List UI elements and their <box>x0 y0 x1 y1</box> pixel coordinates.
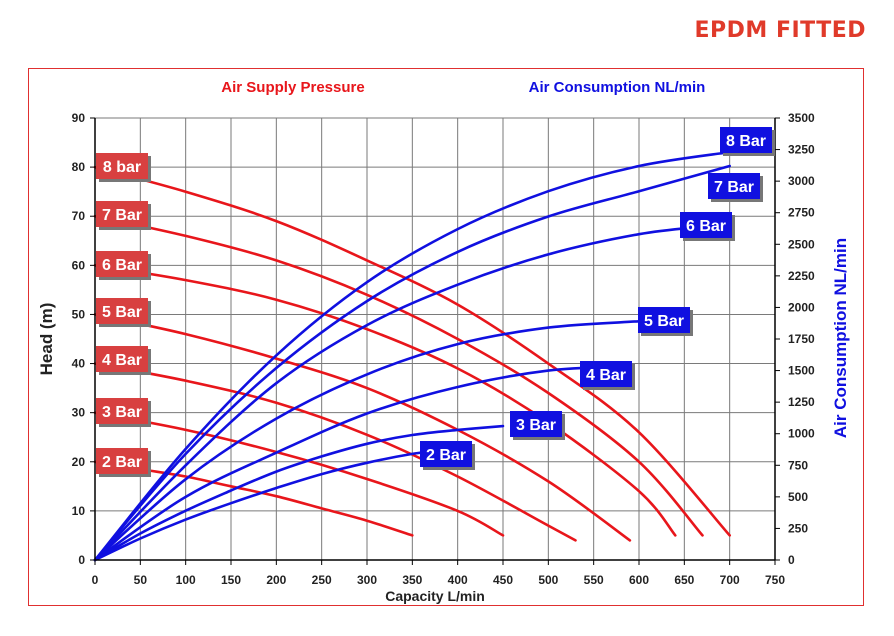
y-left-tick-label: 40 <box>72 357 86 371</box>
y-right-tick-label: 0 <box>788 553 795 567</box>
head-label-6-bar-box <box>96 251 148 277</box>
x-tick-label: 250 <box>312 573 332 587</box>
x-tick-label: 300 <box>357 573 377 587</box>
x-tick-label: 350 <box>402 573 422 587</box>
air-curve-5-bar <box>93 318 668 562</box>
x-tick-label: 500 <box>538 573 558 587</box>
head-label-5-bar: 5 Bar <box>102 304 142 321</box>
legend-title-air-supply: Air Supply Pressure <box>221 79 364 96</box>
y-right-tick-label: 1750 <box>788 332 815 346</box>
y-axis-left-title: Head (m) <box>37 303 56 376</box>
y-left-tick-label: 50 <box>72 307 86 321</box>
y-left-tick-label: 80 <box>72 160 86 174</box>
air-label-2-bar-box <box>420 441 472 467</box>
air-label-3-bar-box <box>510 411 562 437</box>
head-label-3-bar-box <box>96 398 148 424</box>
y-right-tick-label: 2750 <box>788 206 815 220</box>
x-tick-label: 550 <box>584 573 604 587</box>
air-label-6-bar-box <box>680 212 732 238</box>
air-label-4-bar-box <box>580 361 632 387</box>
air-curve-7-bar <box>93 164 731 562</box>
head-label-8-bar-box <box>96 153 148 179</box>
x-tick-label: 200 <box>266 573 286 587</box>
y-right-tick-label: 1000 <box>788 427 815 441</box>
y-axis-right-title: Air Consumption NL/min <box>831 238 850 438</box>
air-label-5-bar: 5 Bar <box>644 313 684 330</box>
air-label-7-bar: 7 Bar <box>714 179 754 196</box>
epdm-fitted-badge: EPDM FITTED <box>694 18 866 43</box>
head-label-6-bar: 6 Bar <box>102 257 142 274</box>
head-label-7-bar-box <box>96 201 148 227</box>
y-left-tick-label: 90 <box>72 111 86 125</box>
head-label-4-bar-box <box>96 346 148 372</box>
y-right-tick-label: 2000 <box>788 300 815 314</box>
legend-title-air-consumption: Air Consumption NL/min <box>529 79 706 96</box>
y-left-tick-label: 10 <box>72 504 86 518</box>
head-label-2-bar: 2 Bar <box>102 454 142 471</box>
head-curve-4-bar <box>93 362 577 542</box>
head-label-4-bar: 4 Bar <box>102 352 142 369</box>
y-right-tick-label: 750 <box>788 458 808 472</box>
x-tick-label: 600 <box>629 573 649 587</box>
head-curve-3-bar <box>93 411 505 537</box>
air-label-4-bar: 4 Bar <box>586 367 626 384</box>
air-label-5-bar-box <box>638 307 690 333</box>
y-right-tick-label: 1500 <box>788 364 815 378</box>
x-tick-label: 100 <box>176 573 196 587</box>
air-label-8-bar-box <box>720 127 772 153</box>
y-left-tick-label: 60 <box>72 258 86 272</box>
y-right-tick-label: 3500 <box>788 111 815 125</box>
air-label-6-bar: 6 Bar <box>686 218 726 235</box>
y-left-tick-label: 70 <box>72 209 86 223</box>
air-label-7-bar-box <box>708 173 760 199</box>
head-curve-5-bar <box>93 313 632 542</box>
air-label-3-bar: 3 Bar <box>516 417 556 434</box>
x-tick-label: 150 <box>221 573 241 587</box>
x-tick-label: 750 <box>765 573 785 587</box>
head-curve-8-bar <box>93 165 731 537</box>
y-right-tick-label: 2500 <box>788 237 815 251</box>
x-tick-label: 0 <box>92 573 99 587</box>
head-label-8-bar: 8 bar <box>103 159 141 176</box>
air-label-2-bar: 2 Bar <box>426 447 466 464</box>
x-tick-label: 450 <box>493 573 513 587</box>
head-curve-7-bar <box>93 214 704 537</box>
y-right-tick-label: 3250 <box>788 143 815 157</box>
y-left-tick-label: 0 <box>78 553 85 567</box>
air-label-8-bar: 8 Bar <box>726 133 766 150</box>
y-left-tick-label: 20 <box>72 455 86 469</box>
x-axis-title: Capacity L/min <box>385 588 485 604</box>
x-tick-label: 700 <box>720 573 740 587</box>
air-curve-4-bar <box>93 365 623 562</box>
head-curve-6-bar <box>93 264 677 537</box>
y-right-tick-label: 500 <box>788 490 808 504</box>
y-left-tick-label: 30 <box>72 406 86 420</box>
y-right-tick-label: 3000 <box>788 174 815 188</box>
x-tick-label: 50 <box>134 573 148 587</box>
air-curve-6-bar <box>93 225 704 562</box>
x-tick-label: 650 <box>674 573 694 587</box>
y-right-tick-label: 1250 <box>788 395 815 409</box>
head-label-7-bar: 7 Bar <box>102 207 142 224</box>
head-label-2-bar-box <box>96 448 148 474</box>
head-label-3-bar: 3 Bar <box>102 404 142 421</box>
x-tick-label: 400 <box>448 573 468 587</box>
y-right-tick-label: 250 <box>788 521 808 535</box>
air-curve-8-bar <box>93 150 731 562</box>
chart-frame <box>28 68 864 606</box>
air-curve-3-bar <box>93 424 505 562</box>
y-right-tick-label: 2250 <box>788 269 815 283</box>
air-curve-2-bar <box>93 445 468 562</box>
head-label-5-bar-box <box>96 298 148 324</box>
